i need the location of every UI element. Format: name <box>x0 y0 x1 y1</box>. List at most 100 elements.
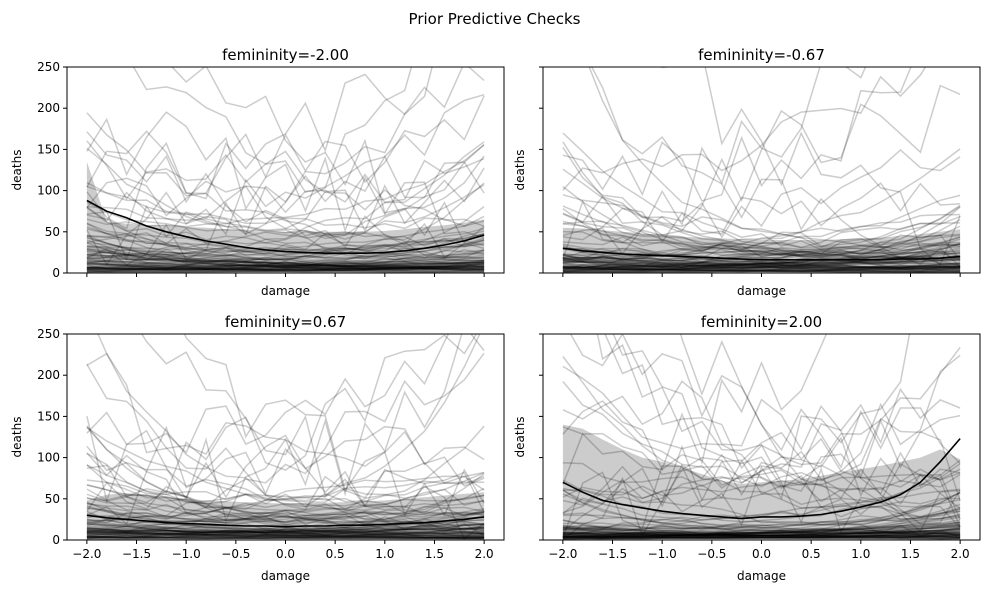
draw-line <box>86 488 485 522</box>
draw-line <box>562 249 961 265</box>
draw-line <box>86 426 485 533</box>
y-tick-label: 0 <box>52 266 60 280</box>
draw-line <box>86 261 485 273</box>
draw-line <box>562 503 961 532</box>
draw-line <box>562 497 961 530</box>
draw-line <box>86 167 485 262</box>
x-tick-label: 0.0 <box>276 547 295 561</box>
draw-line <box>86 237 485 270</box>
draw-line <box>132 67 485 227</box>
draw-line <box>86 265 485 273</box>
draw-line <box>562 244 961 270</box>
draw-line <box>562 524 961 538</box>
x-tick-label: 1.0 <box>375 547 394 561</box>
draw-line <box>86 531 485 539</box>
draw-line <box>86 247 485 271</box>
draw-line <box>86 530 485 534</box>
draw-line <box>86 236 485 271</box>
x-tick-label: −1.5 <box>122 547 151 561</box>
draw-line <box>562 534 961 540</box>
figure-title: Prior Predictive Checks <box>409 10 581 28</box>
draw-line <box>86 514 485 539</box>
x-axis-label: damage <box>737 569 786 583</box>
predictive-draws <box>86 67 485 273</box>
draw-line <box>86 243 485 252</box>
draw-line <box>562 222 961 269</box>
draw-line <box>86 262 485 269</box>
draw-line <box>86 131 485 258</box>
x-tick-label: 2.0 <box>951 547 970 561</box>
draw-line <box>86 501 485 534</box>
draw-line <box>562 523 961 533</box>
draw-line <box>86 526 485 538</box>
draw-line <box>562 521 961 540</box>
panel-title: femininity=-0.67 <box>698 46 825 64</box>
draw-line <box>562 526 961 536</box>
draw-line <box>86 154 485 266</box>
draw-line <box>562 258 961 266</box>
draw-line <box>562 489 961 536</box>
draw-line <box>86 215 485 250</box>
draw-line <box>562 451 961 514</box>
x-tick-label: −1.0 <box>648 547 677 561</box>
draw-line <box>86 238 485 270</box>
draw-line <box>86 529 485 539</box>
draw-line <box>590 67 961 261</box>
draw-line <box>86 259 485 271</box>
draw-line <box>86 250 485 271</box>
draw-line <box>86 144 485 228</box>
panels: 0 50 100 150 200 250 femininity=-2.00 damage dea… <box>10 46 981 583</box>
draw-line <box>86 528 485 537</box>
draw-line <box>562 346 961 515</box>
draw-line <box>86 261 485 272</box>
draw-line <box>86 265 485 270</box>
draw-line <box>86 233 485 255</box>
draw-line <box>86 95 485 194</box>
draw-line <box>562 519 961 539</box>
draw-line <box>86 255 485 268</box>
draw-line <box>86 182 485 267</box>
draw-line <box>86 111 485 239</box>
draw-line <box>86 261 485 269</box>
draw-line <box>562 254 961 273</box>
y-tick-label: 250 <box>37 327 60 341</box>
draw-line <box>562 334 911 539</box>
draw-line <box>86 268 485 273</box>
draw-line <box>562 255 961 262</box>
draw-line <box>86 494 485 522</box>
draw-line <box>562 491 961 535</box>
draw-line <box>562 513 961 531</box>
draw-line <box>562 521 961 536</box>
draw-line <box>562 519 961 537</box>
draw-line <box>86 252 485 265</box>
draw-line <box>86 518 485 538</box>
draw-line <box>562 261 961 273</box>
draw-line <box>562 531 961 536</box>
draw-line <box>97 334 485 515</box>
draw-line <box>86 67 413 236</box>
draw-line <box>86 534 485 540</box>
draw-line <box>86 506 485 536</box>
predictive-draws <box>86 334 485 540</box>
draw-line <box>86 260 485 272</box>
draw-line <box>562 263 961 270</box>
draw-line <box>86 206 485 265</box>
y-tick-label: 50 <box>45 225 60 239</box>
draw-line <box>86 262 485 273</box>
draw-line <box>86 67 485 266</box>
draw-line <box>679 334 961 469</box>
draw-line <box>86 530 485 539</box>
x-tick-label: −2.0 <box>548 547 577 561</box>
draw-line <box>612 334 961 533</box>
draw-line <box>86 251 485 271</box>
draw-line <box>86 535 485 540</box>
draw-line <box>562 255 961 273</box>
panel-1: 0 50 100 150 200 250 femininity=-2.00 damage dea… <box>10 46 505 298</box>
draw-line <box>562 432 961 525</box>
draw-line <box>183 334 485 517</box>
draw-line <box>562 525 961 539</box>
draw-line <box>86 261 485 269</box>
draw-line <box>660 67 961 266</box>
draw-line <box>86 363 485 511</box>
draw-line <box>562 426 961 508</box>
